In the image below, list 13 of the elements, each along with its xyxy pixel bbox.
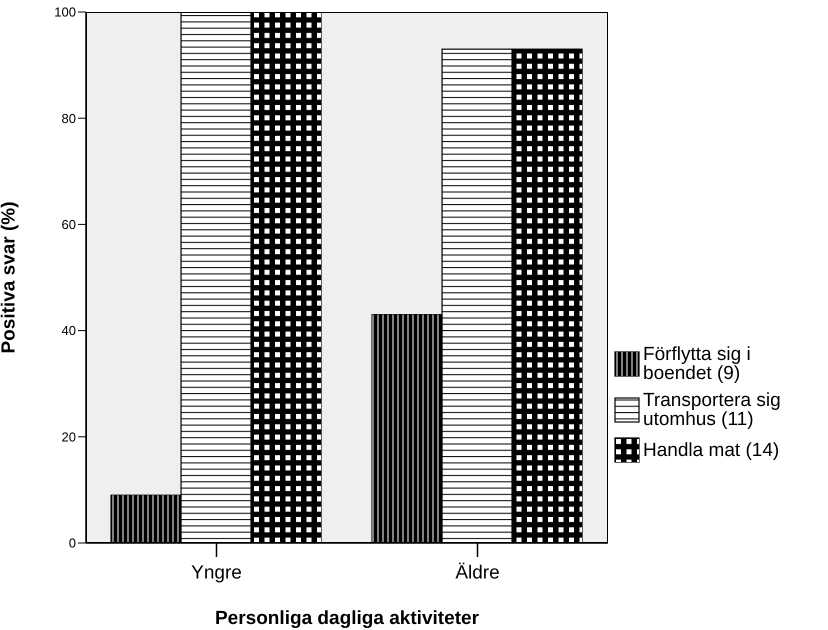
y-tick-label: 80: [62, 110, 76, 126]
x-axis-title: Personliga dagliga aktiviteter: [215, 608, 480, 629]
y-tick-label: 20: [62, 429, 76, 444]
legend-label: Handla mat (14): [643, 440, 780, 460]
y-tick-label: 100: [54, 4, 76, 20]
legend-label: Förflytta sig i boendet (9): [643, 344, 752, 384]
x-tick-label: Äldre: [455, 562, 500, 584]
legend-label: Transportera sig utomhus (11): [643, 390, 782, 430]
y-tick-label: 0: [68, 536, 76, 551]
y-tick-label: 60: [62, 217, 76, 232]
y-tick-label: 40: [62, 323, 76, 338]
y-axis-title: Positiva svar (%): [0, 201, 20, 354]
x-tick-label: Yngre: [191, 562, 242, 584]
